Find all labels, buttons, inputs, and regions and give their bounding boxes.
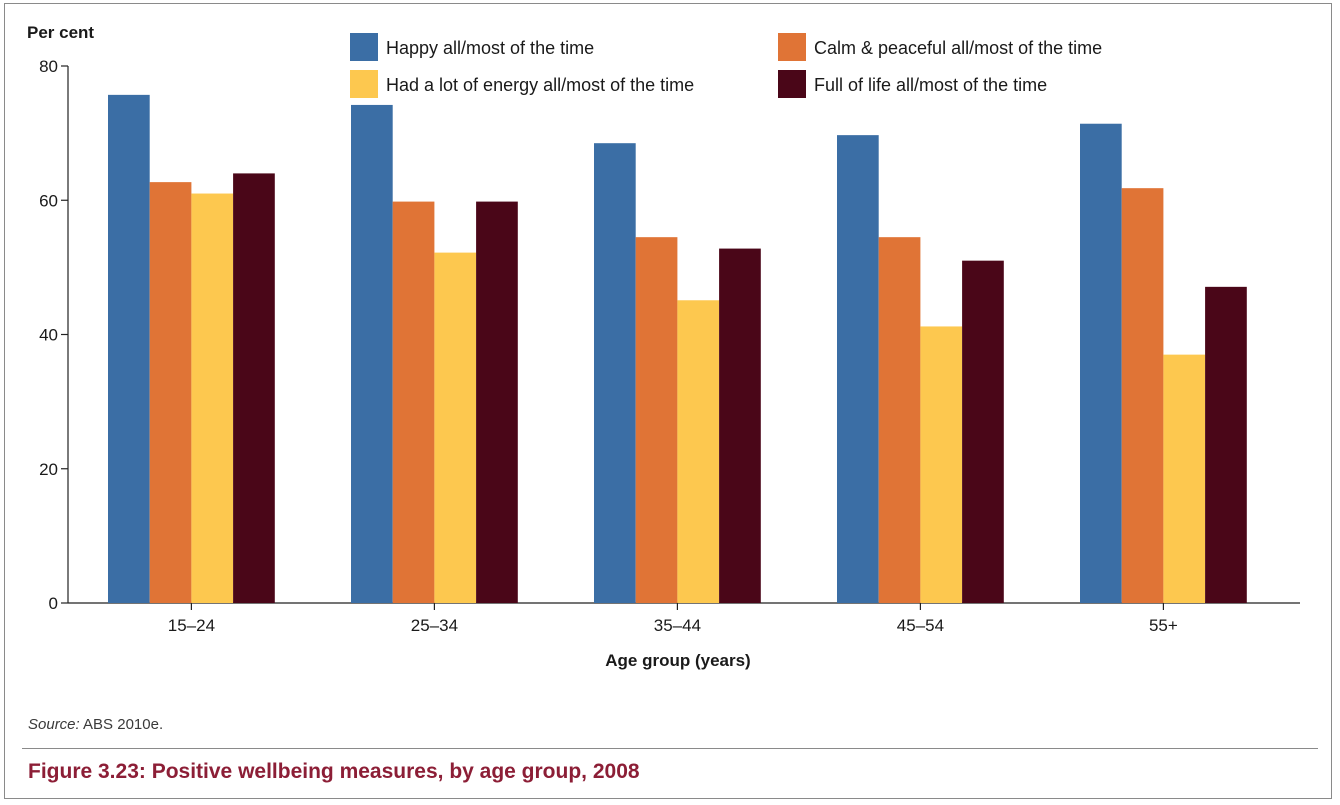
x-axis-label: Age group (years) — [605, 651, 750, 670]
bar — [1163, 354, 1206, 603]
bar — [233, 173, 275, 603]
bar — [962, 260, 1004, 603]
y-tick-label: 40 — [39, 326, 58, 345]
caption-divider — [22, 748, 1318, 749]
x-tick-label: 25–34 — [411, 616, 458, 635]
figure-caption: Figure 3.23: Positive wellbeing measures… — [28, 760, 640, 783]
legend-label: Full of life all/most of the time — [814, 75, 1047, 95]
source-text: ABS 2010e. — [83, 716, 164, 733]
y-tick-label: 0 — [49, 594, 58, 613]
bar — [837, 135, 879, 604]
figure-frame — [4, 3, 1332, 799]
x-tick-label: 15–24 — [168, 616, 215, 635]
bar-chart: Per cent Age group (years) 0 20 40 60 80 15–2… — [27, 23, 1300, 670]
legend-swatch — [350, 33, 378, 61]
bar — [108, 94, 150, 604]
legend-swatch — [778, 33, 806, 61]
y-tick-label: 60 — [39, 191, 58, 210]
bar — [191, 193, 234, 603]
x-tick-label: 35–44 — [654, 616, 701, 635]
bar — [1080, 123, 1122, 603]
bar — [635, 237, 678, 603]
bar — [149, 182, 192, 603]
x-tick-label: 55+ — [1149, 616, 1178, 635]
legend-label: Happy all/most of the time — [386, 38, 594, 58]
bar — [351, 104, 393, 604]
bar — [677, 300, 720, 603]
bar — [878, 237, 921, 603]
legend-label: Calm & peaceful all/most of the time — [814, 38, 1102, 58]
bar — [920, 326, 963, 603]
legend-label: Had a lot of energy all/most of the time — [386, 75, 694, 95]
bar — [1121, 188, 1164, 604]
source-label: Source: — [28, 716, 80, 733]
y-tick-label: 80 — [39, 57, 58, 76]
source-note: Source: ABS 2010e. — [28, 716, 163, 733]
bar — [434, 252, 477, 604]
bar — [392, 201, 435, 603]
legend-swatch — [778, 70, 806, 98]
legend-swatch — [350, 70, 378, 98]
y-tick-label: 20 — [39, 460, 58, 479]
bar — [719, 248, 761, 603]
bar — [594, 143, 636, 603]
bar — [1205, 286, 1247, 603]
bar — [476, 201, 518, 603]
y-axis-label: Per cent — [27, 23, 94, 42]
x-tick-label: 45–54 — [897, 616, 944, 635]
